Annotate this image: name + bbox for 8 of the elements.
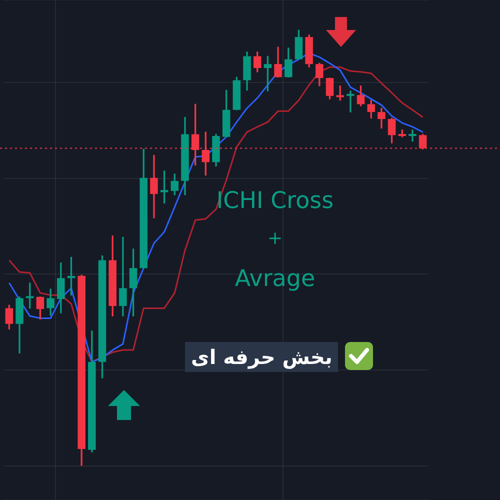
- annotation: بخش حرفه ای: [185, 342, 338, 372]
- candlestick: [119, 236, 127, 316]
- annotation: +: [266, 228, 284, 249]
- annotation: Avrage: [234, 266, 316, 292]
- candlestick: [346, 90, 354, 112]
- candlestick: [408, 130, 416, 142]
- candlestick: [150, 154, 158, 218]
- annotation: ICHI Cross: [215, 188, 335, 214]
